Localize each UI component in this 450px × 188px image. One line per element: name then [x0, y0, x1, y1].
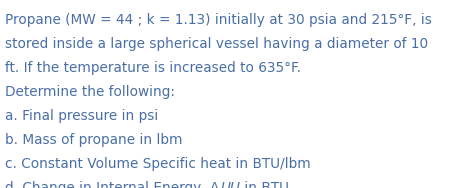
Text: ft. If the temperature is increased to 635°F.: ft. If the temperature is increased to 6… — [5, 61, 302, 75]
Text: Propane (MW = 44 ; k = 1.13) initially at 30 psia and 215°F, is: Propane (MW = 44 ; k = 1.13) initially a… — [5, 13, 432, 27]
Text: d. Change in Internal Energy, Δ: d. Change in Internal Energy, Δ — [5, 181, 220, 188]
Text: in BTU: in BTU — [240, 181, 289, 188]
Text: c. Constant Volume Specific heat in BTU/lbm: c. Constant Volume Specific heat in BTU/… — [5, 157, 311, 171]
Text: UU: UU — [220, 181, 240, 188]
Text: Determine the following:: Determine the following: — [5, 85, 176, 99]
Text: stored inside a large spherical vessel having a diameter of 10: stored inside a large spherical vessel h… — [5, 37, 428, 51]
Text: b. Mass of propane in lbm: b. Mass of propane in lbm — [5, 133, 183, 147]
Text: a. Final pressure in psi: a. Final pressure in psi — [5, 109, 159, 123]
